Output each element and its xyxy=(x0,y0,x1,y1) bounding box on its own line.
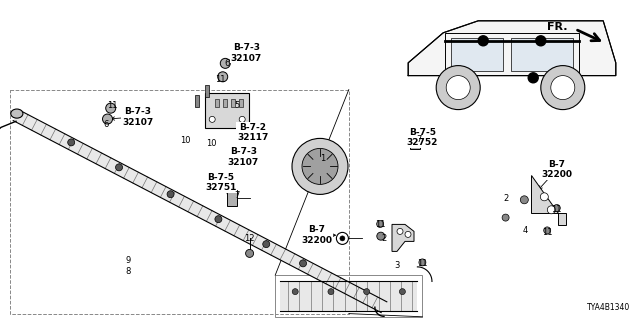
Circle shape xyxy=(436,66,480,109)
Text: B-7-2
32117: B-7-2 32117 xyxy=(237,123,269,142)
Text: B-7-5
32751: B-7-5 32751 xyxy=(205,173,237,192)
Circle shape xyxy=(337,232,348,244)
Bar xyxy=(223,99,227,108)
Text: 3: 3 xyxy=(394,261,399,270)
Text: TYA4B1340: TYA4B1340 xyxy=(587,303,630,312)
Circle shape xyxy=(102,114,113,124)
Circle shape xyxy=(215,216,222,223)
Circle shape xyxy=(528,73,538,83)
Polygon shape xyxy=(13,110,387,313)
Text: 4: 4 xyxy=(522,226,527,235)
Circle shape xyxy=(116,164,122,171)
Polygon shape xyxy=(451,38,503,71)
Bar xyxy=(410,131,420,149)
Circle shape xyxy=(536,36,546,46)
Bar xyxy=(195,95,199,108)
Ellipse shape xyxy=(11,109,23,118)
Circle shape xyxy=(478,36,488,46)
Circle shape xyxy=(541,66,585,109)
Text: 2: 2 xyxy=(503,194,508,203)
Text: 2: 2 xyxy=(381,234,387,243)
Circle shape xyxy=(292,139,348,195)
Circle shape xyxy=(551,76,575,100)
Circle shape xyxy=(419,259,426,266)
Text: B-7
32200: B-7 32200 xyxy=(541,160,572,179)
Circle shape xyxy=(328,289,334,295)
Circle shape xyxy=(106,103,116,113)
Text: 11: 11 xyxy=(107,101,117,110)
Polygon shape xyxy=(531,175,566,225)
Circle shape xyxy=(220,58,230,68)
Circle shape xyxy=(209,116,215,122)
Circle shape xyxy=(239,116,245,122)
Polygon shape xyxy=(408,21,616,76)
Text: 1: 1 xyxy=(321,154,326,163)
Text: 11: 11 xyxy=(376,220,386,228)
Circle shape xyxy=(340,236,345,241)
Text: 12: 12 xyxy=(244,234,255,243)
Text: 10: 10 xyxy=(206,139,216,148)
Text: 8: 8 xyxy=(125,268,131,276)
Circle shape xyxy=(547,206,556,214)
Text: 11: 11 xyxy=(417,260,428,268)
Bar xyxy=(275,275,422,317)
Bar xyxy=(205,93,249,128)
Text: B-7-3
32107: B-7-3 32107 xyxy=(228,147,259,166)
Circle shape xyxy=(292,289,298,295)
Bar xyxy=(239,99,243,108)
Text: 11: 11 xyxy=(552,205,562,214)
Circle shape xyxy=(520,196,528,204)
Circle shape xyxy=(399,289,405,295)
Text: 5: 5 xyxy=(234,101,239,110)
Circle shape xyxy=(554,204,560,212)
Circle shape xyxy=(302,148,338,184)
Circle shape xyxy=(397,228,403,235)
Text: 7: 7 xyxy=(417,135,422,144)
Text: B-7-3
32107: B-7-3 32107 xyxy=(231,43,262,62)
Bar xyxy=(215,99,219,108)
Bar xyxy=(231,99,236,108)
Circle shape xyxy=(377,232,385,240)
Circle shape xyxy=(218,72,228,82)
Circle shape xyxy=(263,241,269,248)
Circle shape xyxy=(167,191,174,198)
Circle shape xyxy=(405,231,411,237)
Circle shape xyxy=(540,193,548,201)
Text: 11: 11 xyxy=(216,75,226,84)
Text: B-7-5
32752: B-7-5 32752 xyxy=(406,128,438,147)
Text: 7: 7 xyxy=(234,191,239,200)
Circle shape xyxy=(544,227,550,234)
Circle shape xyxy=(502,214,509,221)
Text: 6: 6 xyxy=(225,59,230,68)
Text: 9: 9 xyxy=(125,256,131,265)
Text: 11: 11 xyxy=(542,228,552,236)
Bar xyxy=(10,90,349,314)
Circle shape xyxy=(68,139,75,146)
Circle shape xyxy=(446,76,470,100)
Text: B-7
32200: B-7 32200 xyxy=(301,226,332,245)
Circle shape xyxy=(300,260,307,267)
Bar xyxy=(205,85,209,97)
Text: 6: 6 xyxy=(103,120,108,129)
Circle shape xyxy=(246,249,253,257)
Bar xyxy=(227,190,237,206)
Text: B-7-3
32107: B-7-3 32107 xyxy=(122,107,153,126)
Circle shape xyxy=(377,220,383,228)
Text: 10: 10 xyxy=(180,136,191,145)
Text: FR.: FR. xyxy=(547,22,567,32)
Polygon shape xyxy=(392,224,414,252)
Polygon shape xyxy=(280,282,417,310)
Circle shape xyxy=(364,289,370,295)
Polygon shape xyxy=(511,38,573,71)
